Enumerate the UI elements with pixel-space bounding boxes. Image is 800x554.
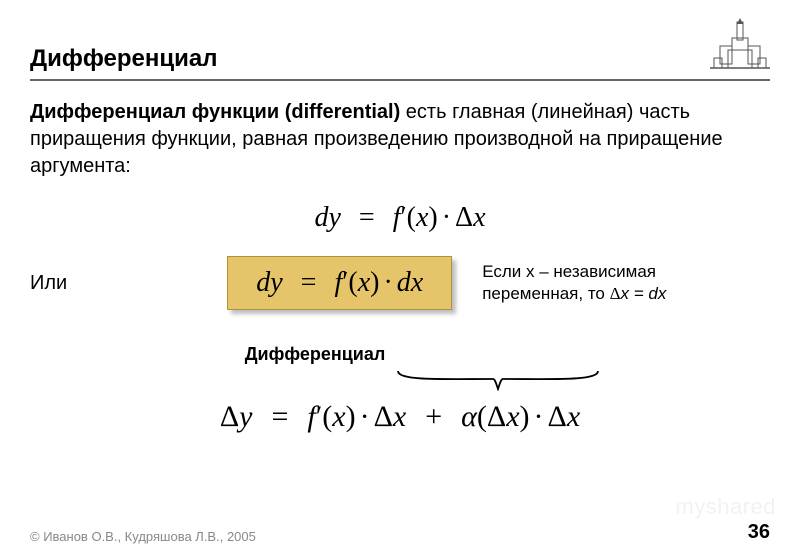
page-title: Дифференциал bbox=[30, 45, 218, 73]
or-label: Или bbox=[30, 272, 67, 295]
note-text: Если x – независимая переменная, то Δx =… bbox=[472, 261, 770, 305]
copyright-text: © Иванов О.В., Кудряшова Л.В., 2005 bbox=[30, 529, 256, 544]
page-number: 36 bbox=[748, 521, 770, 544]
equation-2: dy = f′(x)·dx bbox=[256, 267, 423, 298]
differential-label: Дифференциал bbox=[0, 344, 770, 365]
curly-brace-icon bbox=[393, 369, 603, 391]
equation-1: dy = f′(x)·Δx bbox=[314, 202, 485, 233]
watermark: myshared bbox=[675, 494, 776, 520]
definition-text: Дифференциал функции (differential) есть… bbox=[30, 99, 770, 180]
definition-bold: Дифференциал функции (differential) bbox=[30, 101, 400, 123]
highlighted-formula-box: dy = f′(x)·dx bbox=[227, 256, 452, 310]
equation-3: Δy = f′(x)·Δx + α(Δx)·Δx bbox=[220, 400, 580, 433]
university-logo bbox=[710, 18, 770, 73]
